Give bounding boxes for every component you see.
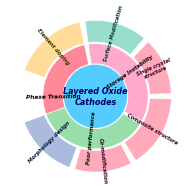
- Wedge shape: [74, 144, 131, 172]
- Text: Surface Modification: Surface Modification: [103, 5, 124, 62]
- Text: Composite structure: Composite structure: [126, 112, 178, 145]
- Text: Single crystal
structure: Single crystal structure: [136, 57, 174, 82]
- Text: Storage Instability: Storage Instability: [106, 54, 154, 90]
- Wedge shape: [24, 115, 77, 168]
- Wedge shape: [46, 107, 140, 149]
- Text: Co-modification: Co-modification: [97, 138, 107, 184]
- Wedge shape: [133, 42, 171, 94]
- Circle shape: [65, 65, 126, 127]
- Wedge shape: [85, 20, 144, 55]
- Wedge shape: [88, 43, 148, 121]
- Text: Morphology design: Morphology design: [28, 120, 71, 164]
- Text: Poor performance: Poor performance: [86, 112, 96, 165]
- Wedge shape: [24, 22, 84, 78]
- Text: Phase Transition: Phase Transition: [26, 94, 80, 100]
- Text: Cathodes: Cathodes: [74, 98, 117, 107]
- Wedge shape: [43, 45, 90, 148]
- Text: Layered Oxide: Layered Oxide: [63, 87, 128, 96]
- Wedge shape: [124, 98, 171, 161]
- Text: Element doping: Element doping: [36, 28, 70, 66]
